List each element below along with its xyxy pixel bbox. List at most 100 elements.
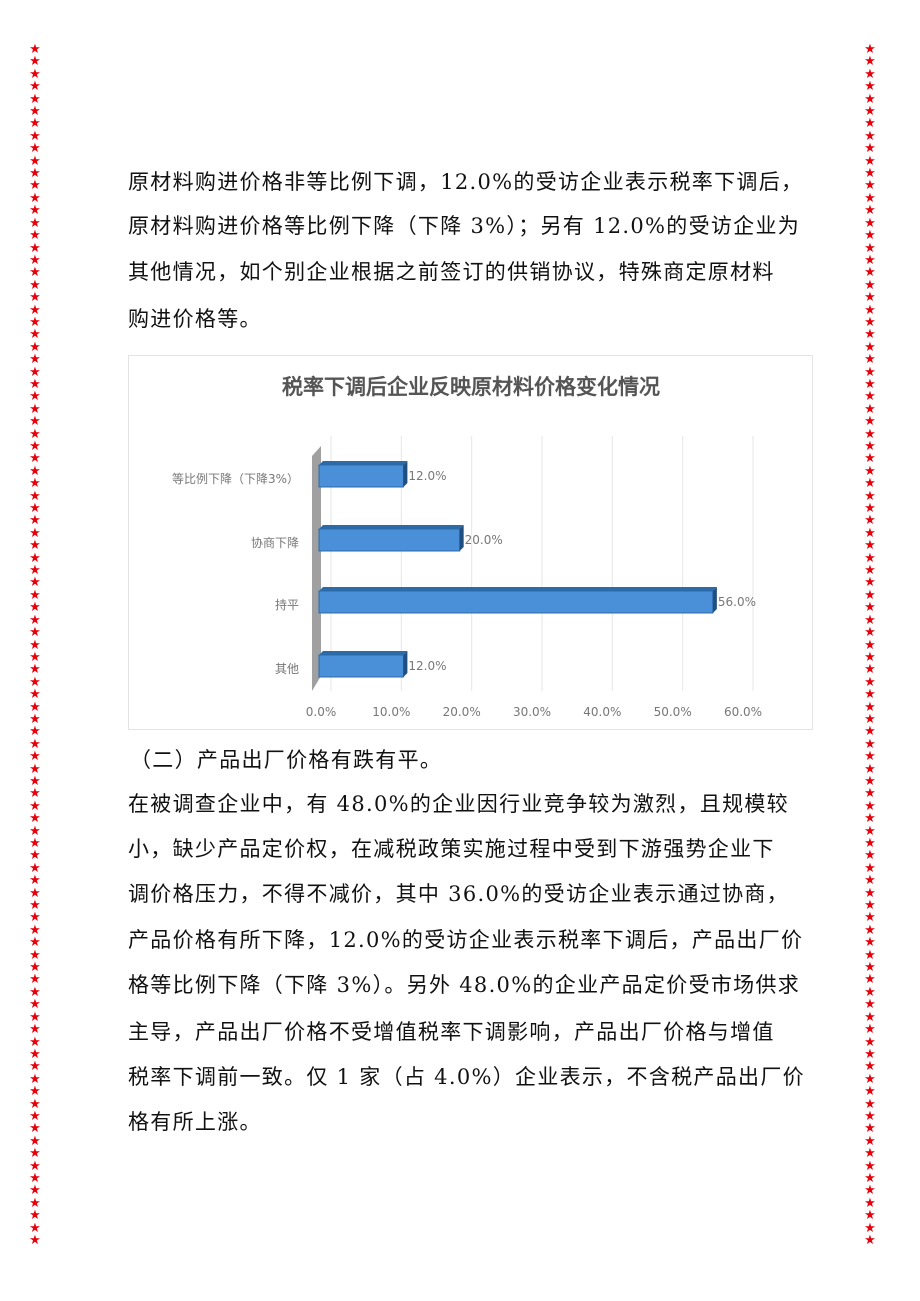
star-icon: ★ [864,1233,876,1248]
star-icon: ★ [864,203,876,219]
star-icon: ★ [864,463,876,479]
star-icon: ★ [864,687,876,703]
text-line: 小，缺少产品定价权，在减税政策实施过程中受到下游强势企业下 [128,837,775,861]
bar [318,654,404,678]
star-icon: ★ [29,1096,41,1112]
star-icon: ★ [29,1208,41,1224]
star-icon: ★ [864,91,876,107]
star-icon: ★ [29,1170,41,1186]
chart-title: 税率下调后企业反映原材料价格变化情况 [282,375,660,399]
star-icon: ★ [29,1108,41,1124]
category-label: 协商下降 [251,535,299,550]
star-icon: ★ [29,736,41,752]
star-icon: ★ [29,600,41,616]
star-icon: ★ [29,339,41,355]
star-icon: ★ [29,612,41,628]
star-icon: ★ [864,364,876,380]
star-icon: ★ [29,1220,41,1236]
star-icon: ★ [29,364,41,380]
star-icon: ★ [864,513,876,529]
star-icon: ★ [29,42,41,57]
star-icon: ★ [29,488,41,504]
star-icon: ★ [864,1133,876,1149]
star-icon: ★ [864,166,876,182]
star-icon: ★ [29,1195,41,1211]
star-icon: ★ [864,563,876,579]
star-icon: ★ [29,426,41,442]
star-icon: ★ [29,1146,41,1162]
star-icon: ★ [29,228,41,244]
star-icon: ★ [29,166,41,182]
star-icon: ★ [864,749,876,765]
star-icon: ★ [29,674,41,690]
star-icon: ★ [29,277,41,293]
text-line: 税率下调前一致。仅 1 家（占 4.0%）企业表示，不含税产品出厂价 [128,1065,805,1089]
star-icon: ★ [29,414,41,430]
star-icon: ★ [29,1183,41,1199]
x-tick-label: 60.0% [724,705,762,719]
star-icon: ★ [864,538,876,554]
star-icon: ★ [29,1133,41,1149]
star-icon: ★ [864,761,876,777]
star-icon: ★ [864,414,876,430]
star-icon: ★ [864,662,876,678]
star-icon: ★ [29,290,41,306]
star-icon: ★ [29,711,41,727]
star-icon: ★ [864,612,876,628]
star-icon: ★ [29,798,41,814]
star-icon: ★ [29,761,41,777]
star-icon: ★ [864,873,876,889]
text-line: 格等比例下降（下降 3%）。另外 48.0%的企业产品定价受市场供求 [128,973,801,997]
star-icon: ★ [29,724,41,740]
star-icon: ★ [864,451,876,467]
star-icon: ★ [864,389,876,405]
axis-wall [312,446,321,691]
star-icon: ★ [29,1233,41,1248]
star-icon: ★ [864,587,876,603]
star-icon: ★ [864,1108,876,1124]
star-icon: ★ [29,240,41,256]
star-icon: ★ [864,836,876,851]
star-icon: ★ [864,947,876,963]
star-icon: ★ [864,811,876,827]
star-icon: ★ [29,178,41,194]
bar-side [712,587,717,613]
star-icon: ★ [864,79,876,95]
x-tick-label: 30.0% [513,705,551,719]
star-icon: ★ [864,265,876,281]
star-icon: ★ [864,1046,876,1062]
star-icon: ★ [864,922,876,938]
star-icon: ★ [864,786,876,802]
star-icon: ★ [864,1096,876,1112]
bar [318,464,404,488]
star-icon: ★ [864,488,876,504]
star-icon: ★ [29,773,41,789]
star-icon: ★ [864,711,876,727]
data-label: 12.0% [408,659,446,673]
star-icon: ★ [29,910,41,926]
bar-chart: 税率下调后企业反映原材料价格变化情况 0.0% 10.0% 20.0% 30.0% 40.… [128,355,813,730]
star-icon: ★ [864,1208,876,1224]
star-icon: ★ [864,848,876,864]
section-heading: （二）产品出厂价格有跌有平。 [130,748,443,772]
star-icon: ★ [864,637,876,653]
x-tick-label: 20.0% [443,705,481,719]
star-icon: ★ [29,501,41,517]
star-icon: ★ [29,575,41,591]
star-icon: ★ [864,1022,876,1038]
star-icon: ★ [864,42,876,57]
star-icon: ★ [864,104,876,120]
bar-top [319,651,408,655]
star-icon: ★ [29,649,41,665]
text-line: 原材料购进价格等比例下降（下降 3%）；另有 12.0%的受访企业为 [128,214,801,238]
star-border-right: ★ ★ ★ ★ ★ ★ ★ ★ ★ ★ ★ ★ ★ ★ ★ ★ ★ ★ ★ ★ ★ ★ ★ ★ ★ ★ ★ ★ ★ ★ ★ ★ ★ ★ ★ ★ ★ ★ ★ ★… [863,42,877,1248]
star-icon: ★ [29,637,41,653]
star-icon: ★ [29,662,41,678]
star-border-left: ★ ★ ★ ★ ★ ★ ★ ★ ★ ★ ★ ★ ★ ★ ★ ★ ★ ★ ★ ★ ★ ★ ★ ★ ★ ★ ★ ★ ★ ★ ★ ★ ★ ★ ★ ★ ★ ★ ★ ★… [28,42,42,1248]
x-tick-label: 40.0% [583,705,621,719]
star-icon: ★ [29,749,41,765]
category-label: 其他 [275,662,299,676]
star-icon: ★ [29,823,41,839]
star-icon: ★ [864,1195,876,1211]
x-tick-label: 10.0% [372,705,410,719]
